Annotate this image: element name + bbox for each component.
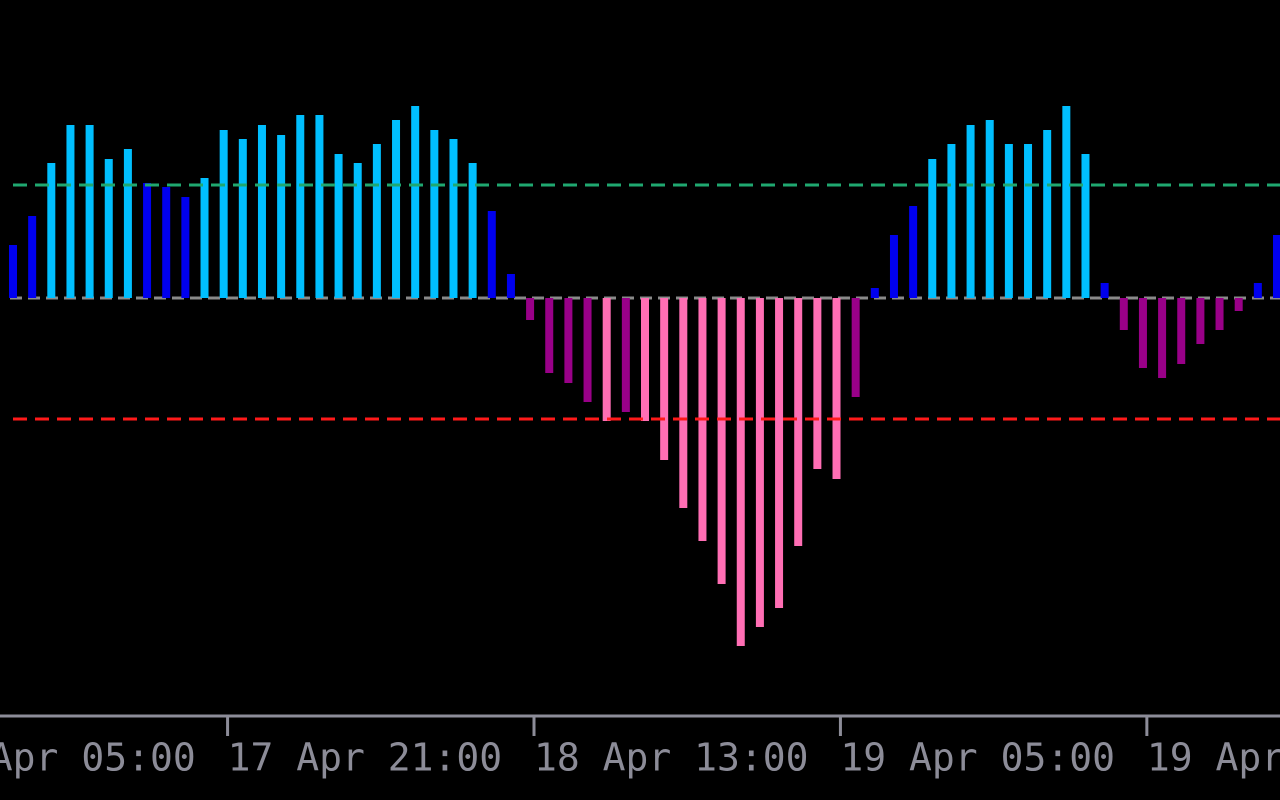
bar <box>430 130 439 298</box>
bar <box>641 298 649 421</box>
bar <box>602 298 611 421</box>
bar <box>372 144 381 298</box>
bar <box>660 298 669 460</box>
bar <box>813 298 822 469</box>
bar <box>468 163 477 298</box>
bar <box>66 125 75 298</box>
bar <box>506 274 515 298</box>
x-tick-label: 19 Apr 05:00 <box>840 736 1115 780</box>
bar <box>1177 298 1186 364</box>
x-tick-label: 18 Apr 13:00 <box>534 736 809 780</box>
bar <box>85 125 94 298</box>
bar <box>1024 144 1033 298</box>
bar <box>162 187 171 298</box>
x-tick-label: 17 Apr 21:00 <box>228 736 503 780</box>
bar <box>1253 283 1262 298</box>
bar <box>564 298 573 383</box>
bar <box>1043 130 1052 298</box>
bar <box>526 298 535 320</box>
bar <box>1081 154 1090 298</box>
bar <box>1138 298 1147 368</box>
bar <box>257 125 266 298</box>
bar <box>1234 298 1243 311</box>
bar <box>928 159 937 298</box>
bar <box>966 125 975 298</box>
bar <box>889 235 898 298</box>
bar <box>545 298 554 373</box>
bar <box>851 298 860 397</box>
bar <box>1100 283 1109 298</box>
bar <box>487 211 496 298</box>
bar <box>334 154 343 298</box>
bar <box>296 115 305 298</box>
bar <box>353 163 362 298</box>
bar <box>277 135 286 298</box>
bar <box>1196 298 1205 344</box>
bar <box>909 206 918 298</box>
bar <box>219 130 228 298</box>
bar <box>985 120 994 298</box>
bar <box>1119 298 1128 330</box>
bar <box>449 139 458 298</box>
x-tick-label: 17 Apr 05:00 <box>0 736 196 780</box>
bar <box>947 144 956 298</box>
bar <box>1158 298 1167 378</box>
bar <box>104 159 113 298</box>
bar <box>794 298 803 546</box>
bar <box>755 298 764 627</box>
bar <box>9 245 17 298</box>
bar <box>1215 298 1224 330</box>
bar <box>717 298 726 584</box>
bar <box>47 163 56 298</box>
bar <box>775 298 784 608</box>
bar <box>621 298 630 412</box>
bar <box>123 149 132 298</box>
bar <box>1004 144 1013 298</box>
bar <box>583 298 592 402</box>
bar <box>1062 106 1071 298</box>
bar <box>679 298 688 508</box>
x-tick-label: 19 Apr 21:00 <box>1147 736 1280 780</box>
bar <box>411 106 420 298</box>
bar <box>1273 235 1280 298</box>
bar <box>736 298 745 646</box>
bar <box>832 298 841 479</box>
bar <box>181 197 190 298</box>
bar <box>143 183 152 298</box>
bar <box>870 288 879 298</box>
bar <box>392 120 401 298</box>
bar <box>28 216 37 298</box>
bar <box>200 178 209 298</box>
bar <box>238 139 247 298</box>
bar <box>315 115 324 298</box>
